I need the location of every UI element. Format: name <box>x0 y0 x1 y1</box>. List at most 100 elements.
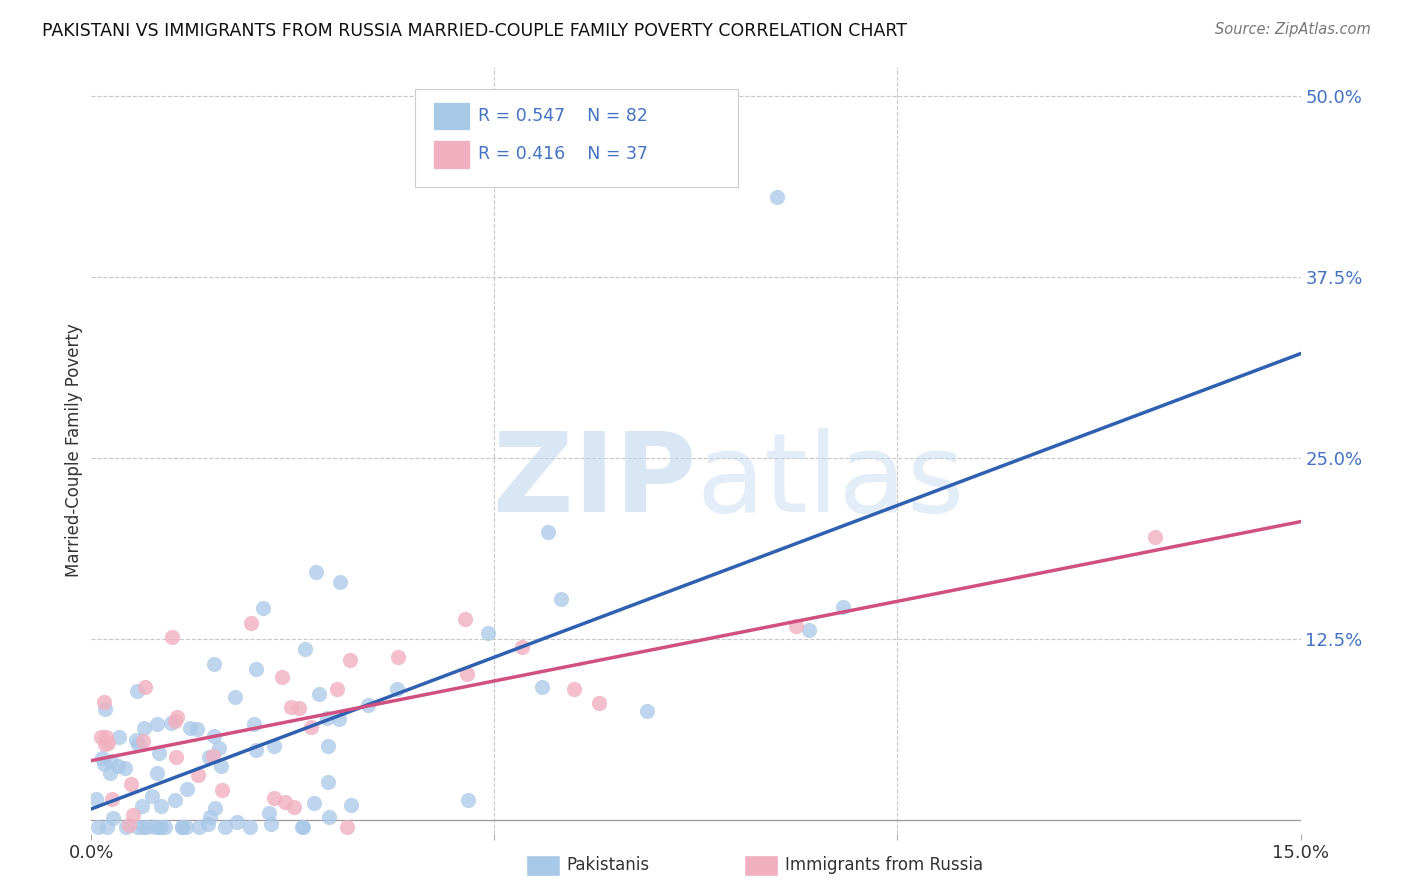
Pakistanis <box>318 810 340 824</box>
Pakistanis <box>329 575 352 590</box>
Pakistanis <box>125 733 148 747</box>
Pakistanis <box>146 766 169 780</box>
Immigrants from Russia <box>283 800 305 814</box>
Immigrants from Russia <box>118 818 141 832</box>
Pakistanis <box>141 789 163 803</box>
Text: R = 0.416    N = 37: R = 0.416 N = 37 <box>478 145 648 163</box>
Pakistanis <box>146 717 169 731</box>
Pakistanis <box>245 743 267 757</box>
Pakistanis <box>263 739 285 754</box>
Immigrants from Russia <box>326 682 349 697</box>
Immigrants from Russia <box>165 750 187 764</box>
Immigrants from Russia <box>187 768 209 782</box>
Pakistanis <box>148 746 170 760</box>
Immigrants from Russia <box>160 631 183 645</box>
Immigrants from Russia <box>166 710 188 724</box>
Pakistanis <box>257 805 280 820</box>
Pakistanis <box>245 662 267 676</box>
Pakistanis <box>127 820 149 834</box>
Immigrants from Russia <box>1144 530 1167 544</box>
Immigrants from Russia <box>132 734 155 748</box>
Pakistanis <box>98 765 121 780</box>
Pakistanis <box>108 731 131 745</box>
Pakistanis <box>328 712 350 726</box>
Pakistanis <box>197 816 219 830</box>
Pakistanis <box>198 810 221 824</box>
Pakistanis <box>197 749 219 764</box>
Pakistanis <box>305 565 328 579</box>
Pakistanis <box>291 820 314 834</box>
Pakistanis <box>107 758 129 772</box>
Text: Immigrants from Russia: Immigrants from Russia <box>785 856 983 874</box>
Pakistanis <box>94 702 117 716</box>
Immigrants from Russia <box>120 777 142 791</box>
Pakistanis <box>457 793 479 807</box>
Immigrants from Russia <box>202 749 225 764</box>
Pakistanis <box>302 796 325 810</box>
Pakistanis <box>176 782 198 797</box>
Pakistanis <box>174 820 197 834</box>
Pakistanis <box>96 820 118 834</box>
Pakistanis <box>136 820 159 834</box>
Text: R = 0.547    N = 82: R = 0.547 N = 82 <box>478 107 648 125</box>
Immigrants from Russia <box>96 730 118 744</box>
Pakistanis <box>385 681 408 696</box>
Immigrants from Russia <box>240 615 263 630</box>
Pakistanis <box>239 820 262 834</box>
Pakistanis <box>134 721 156 735</box>
Immigrants from Russia <box>122 808 145 822</box>
Pakistanis <box>357 698 380 712</box>
Pakistanis <box>165 793 187 807</box>
Immigrants from Russia <box>280 700 302 714</box>
Pakistanis <box>537 524 560 539</box>
Immigrants from Russia <box>562 682 585 697</box>
Pakistanis <box>292 820 315 834</box>
Pakistanis <box>132 820 155 834</box>
Pakistanis <box>160 716 183 731</box>
Pakistanis <box>797 623 820 637</box>
Pakistanis <box>224 690 246 704</box>
Pakistanis <box>170 820 193 834</box>
Pakistanis <box>84 792 107 806</box>
Pakistanis <box>100 755 122 769</box>
Immigrants from Russia <box>287 700 309 714</box>
Pakistanis <box>832 599 855 614</box>
Pakistanis <box>550 592 572 607</box>
Pakistanis <box>315 711 337 725</box>
Immigrants from Russia <box>93 695 115 709</box>
Pakistanis <box>114 820 136 834</box>
Pakistanis <box>101 811 124 825</box>
Immigrants from Russia <box>263 790 285 805</box>
Immigrants from Russia <box>301 721 323 735</box>
Immigrants from Russia <box>101 792 124 806</box>
Pakistanis <box>636 704 658 718</box>
Y-axis label: Married-Couple Family Poverty: Married-Couple Family Poverty <box>65 324 83 577</box>
Pakistanis <box>318 774 340 789</box>
Pakistanis <box>149 820 172 834</box>
Pakistanis <box>202 657 225 671</box>
Pakistanis <box>225 814 247 829</box>
Immigrants from Russia <box>785 619 807 633</box>
Immigrants from Russia <box>336 820 359 834</box>
Pakistanis <box>170 820 193 834</box>
Pakistanis <box>260 817 283 831</box>
Text: ZIP: ZIP <box>492 427 696 534</box>
Immigrants from Russia <box>387 649 409 664</box>
Pakistanis <box>209 758 232 772</box>
Immigrants from Russia <box>454 612 477 626</box>
Pakistanis <box>125 684 148 698</box>
Immigrants from Russia <box>97 736 120 750</box>
Pakistanis <box>143 820 166 834</box>
Pakistanis <box>186 722 208 736</box>
Pakistanis <box>308 687 330 701</box>
Pakistanis <box>86 820 108 834</box>
Pakistanis <box>208 741 231 756</box>
Pakistanis <box>243 716 266 731</box>
Pakistanis <box>153 820 176 834</box>
Text: atlas: atlas <box>696 427 965 534</box>
Pakistanis <box>204 801 226 815</box>
Immigrants from Russia <box>456 667 478 681</box>
Immigrants from Russia <box>339 653 361 667</box>
Pakistanis <box>179 721 201 735</box>
Immigrants from Russia <box>588 696 610 710</box>
